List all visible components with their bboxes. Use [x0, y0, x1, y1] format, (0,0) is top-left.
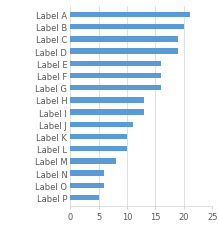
Bar: [70, 13, 190, 18]
Bar: [70, 49, 178, 55]
Bar: [70, 195, 99, 200]
Bar: [70, 171, 104, 176]
Bar: [70, 61, 161, 67]
Bar: [70, 122, 133, 128]
Bar: [70, 37, 178, 42]
Bar: [70, 25, 184, 30]
Bar: [70, 158, 116, 164]
Bar: [70, 134, 127, 140]
Bar: [70, 110, 144, 115]
Bar: [70, 98, 144, 103]
Bar: [70, 183, 104, 188]
Bar: [70, 85, 161, 91]
Bar: [70, 146, 127, 152]
Bar: [70, 73, 161, 79]
